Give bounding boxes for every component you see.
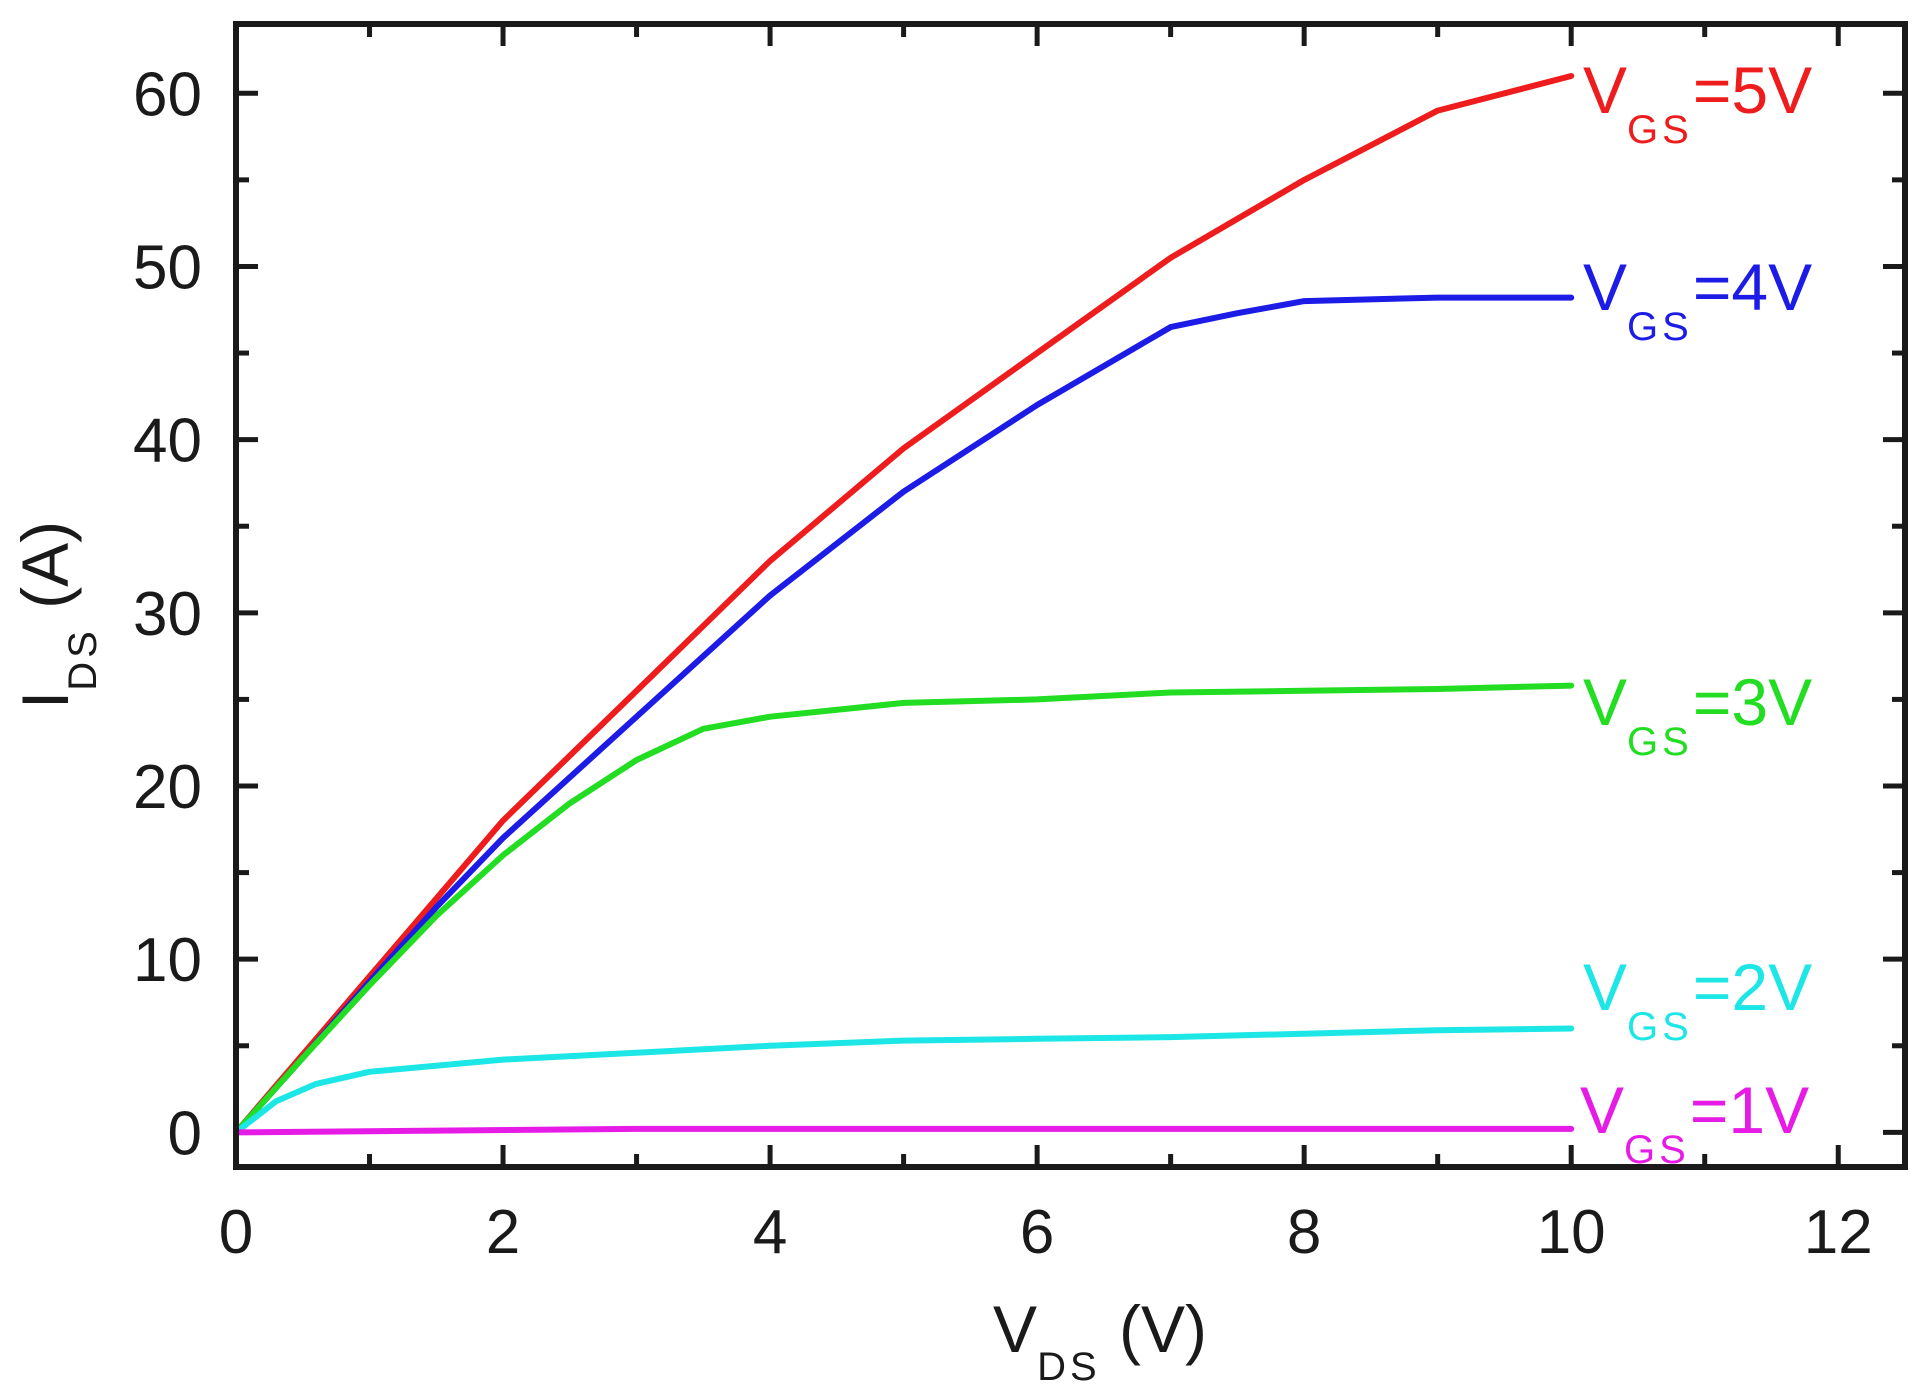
y-tick-label: 20: [133, 753, 202, 822]
series-label-main: V: [1580, 1073, 1624, 1147]
series-line-5: [233, 1125, 1575, 1136]
series-label-3: VGS=3V: [1583, 665, 1812, 764]
x-axis-title-unit: (V): [1101, 1292, 1207, 1366]
y-tick-label: 30: [133, 580, 202, 649]
series-label-sub: GS: [1627, 1005, 1693, 1049]
lines-layer: [233, 73, 1575, 1136]
series-line-2: [233, 294, 1575, 1136]
ticks-layer: [233, 24, 1905, 1167]
y-axis-title-unit: (A): [8, 521, 82, 627]
x-tick-label: 2: [486, 1198, 520, 1267]
series-label-main: V: [1583, 665, 1627, 739]
y-axis-title-main: I: [8, 691, 82, 709]
series-label-value: =5V: [1693, 53, 1812, 127]
x-tick-labels: 0 2 4 6 8 10 12: [219, 1198, 1873, 1267]
series-line-3: [233, 682, 1575, 1136]
series-label-main: V: [1583, 53, 1627, 127]
plot-frame: [233, 21, 1908, 1170]
x-tick-label: 12: [1804, 1198, 1873, 1267]
series-label-value: =3V: [1693, 665, 1812, 739]
series-label-sub: GS: [1627, 108, 1693, 152]
y-axis-title-sub: DS: [61, 627, 105, 691]
y-tick-label: 50: [133, 233, 202, 302]
series-line-1: [233, 73, 1575, 1136]
x-tick-label: 6: [1020, 1198, 1054, 1267]
series-label-sub: GS: [1627, 305, 1693, 349]
series-label-1: VGS=5V: [1583, 53, 1812, 152]
y-tick-label: 60: [133, 60, 202, 129]
x-axis-title-sub: DS: [1037, 1345, 1101, 1389]
x-tick-label: 4: [753, 1198, 787, 1267]
series-label-main: V: [1583, 250, 1627, 324]
series-label-value: =1V: [1690, 1073, 1809, 1147]
y-tick-label: 40: [133, 407, 202, 476]
series-label-4: VGS=2V: [1583, 950, 1812, 1049]
series-label-value: =4V: [1693, 250, 1812, 324]
x-tick-label: 8: [1287, 1198, 1321, 1267]
x-axis-title-main: V: [993, 1292, 1037, 1366]
x-axis-title: VDS (V): [993, 1292, 1207, 1389]
series-label-value: =2V: [1693, 950, 1812, 1024]
series-label-5: VGS=1V: [1580, 1073, 1809, 1172]
series-label-sub: GS: [1627, 720, 1693, 764]
series-label-main: V: [1583, 950, 1627, 1024]
x-tick-label: 10: [1537, 1198, 1606, 1267]
x-tick-label: 0: [219, 1198, 253, 1267]
y-axis-title: IDS (A): [8, 521, 105, 709]
series-label-2: VGS=4V: [1583, 250, 1812, 349]
y-tick-labels: 0 10 20 30 40 50 60: [133, 60, 202, 1168]
y-tick-label: 0: [168, 1099, 202, 1168]
series-line-4: [233, 1025, 1575, 1136]
series-label-sub: GS: [1624, 1128, 1690, 1172]
y-tick-label: 10: [133, 926, 202, 995]
